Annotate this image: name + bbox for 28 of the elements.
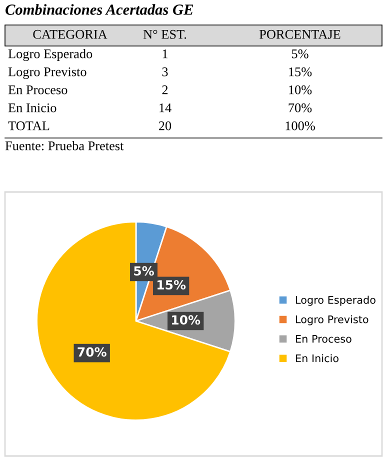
text: En Inicio bbox=[8, 103, 56, 112]
text: TOTAL bbox=[8, 121, 50, 130]
legend-label: Logro Esperado bbox=[296, 296, 376, 306]
chart-title: Combinaciones Acertadas GE bbox=[6, 4, 194, 15]
text: Logro Esperado bbox=[8, 49, 92, 61]
text: 70% bbox=[288, 103, 312, 112]
text: N° EST. bbox=[143, 30, 186, 39]
text: PORCENTAJE bbox=[259, 30, 340, 39]
text: 5% bbox=[292, 49, 308, 58]
legend-label: En Inicio bbox=[296, 354, 338, 362]
data-label: 15% bbox=[158, 280, 186, 290]
text: 1 bbox=[162, 49, 168, 58]
text: 2 bbox=[162, 85, 168, 94]
text: 3 bbox=[162, 67, 168, 76]
text: 14 bbox=[160, 103, 172, 112]
text: CATEGORIA bbox=[33, 30, 108, 39]
text: 10% bbox=[289, 85, 312, 94]
data-label: 5% bbox=[134, 266, 154, 276]
source-note: Fuente: Prueba Pretest bbox=[5, 141, 124, 150]
legend-label: Logro Previsto bbox=[296, 315, 368, 326]
text: 20 bbox=[158, 121, 172, 130]
data-label: 10% bbox=[172, 315, 200, 325]
data-label: 70% bbox=[78, 347, 106, 357]
text: Logro Previsto bbox=[8, 67, 86, 79]
text: 15% bbox=[289, 67, 312, 76]
legend-label: En Proceso bbox=[296, 335, 352, 343]
text: 100% bbox=[286, 121, 315, 130]
text: En Proceso bbox=[8, 86, 68, 94]
